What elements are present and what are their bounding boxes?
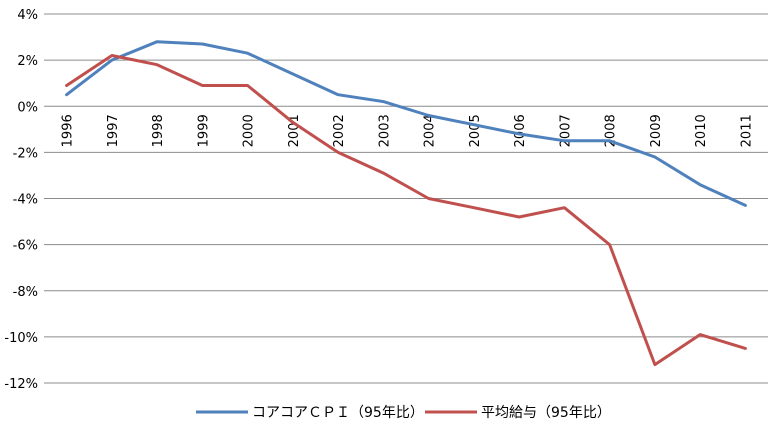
x-tick-label: 2008 [604, 114, 619, 147]
x-tick-label: 2004 [423, 114, 438, 147]
gridlines [44, 13, 768, 384]
x-tick-label: 2007 [558, 114, 573, 147]
x-tick-label: 2009 [649, 114, 664, 147]
x-tick-label: 2011 [739, 114, 754, 147]
x-tick-label: 2010 [694, 114, 709, 147]
x-tick-label: 2006 [513, 114, 528, 147]
x-axis-tick-labels: 1996 1997 1998 1999 2000 2001 2002 2003 2004 2005… [61, 114, 755, 147]
series-lines [65, 40, 747, 367]
legend: コアコアＣＰＩ（95年比） 平均給与（95年比） [196, 405, 611, 421]
y-tick-label: -8% [13, 285, 38, 300]
y-axis-tick-labels: 4% 2% 0% -2% -4% -6% -8% -10% -12% [4, 8, 38, 392]
x-tick-label: 2002 [332, 114, 347, 147]
y-tick-label: -4% [13, 193, 38, 208]
y-tick-label: 0% [17, 100, 38, 115]
y-tick-label: -10% [4, 331, 38, 346]
y-tick-label: 2% [17, 54, 38, 69]
y-tick-label: -6% [13, 239, 38, 254]
series-line-2 [65, 54, 747, 367]
x-tick-label: 2003 [377, 114, 392, 147]
y-tick-label: -12% [4, 377, 38, 392]
x-tick-label: 1999 [196, 114, 211, 147]
legend-label-2: 平均給与（95年比） [481, 405, 611, 421]
y-tick-label: 4% [17, 8, 38, 23]
x-tick-label: 1998 [151, 114, 166, 147]
x-tick-label: 2005 [468, 114, 483, 147]
y-tick-label: -2% [13, 146, 38, 161]
x-tick-label: 1997 [106, 114, 121, 147]
x-tick-label: 1996 [61, 114, 76, 147]
legend-label-1: コアコアＣＰＩ（95年比） [252, 405, 424, 421]
x-tick-label: 2001 [287, 114, 302, 147]
x-tick-label: 2000 [242, 114, 257, 147]
series-line-1 [65, 40, 747, 207]
